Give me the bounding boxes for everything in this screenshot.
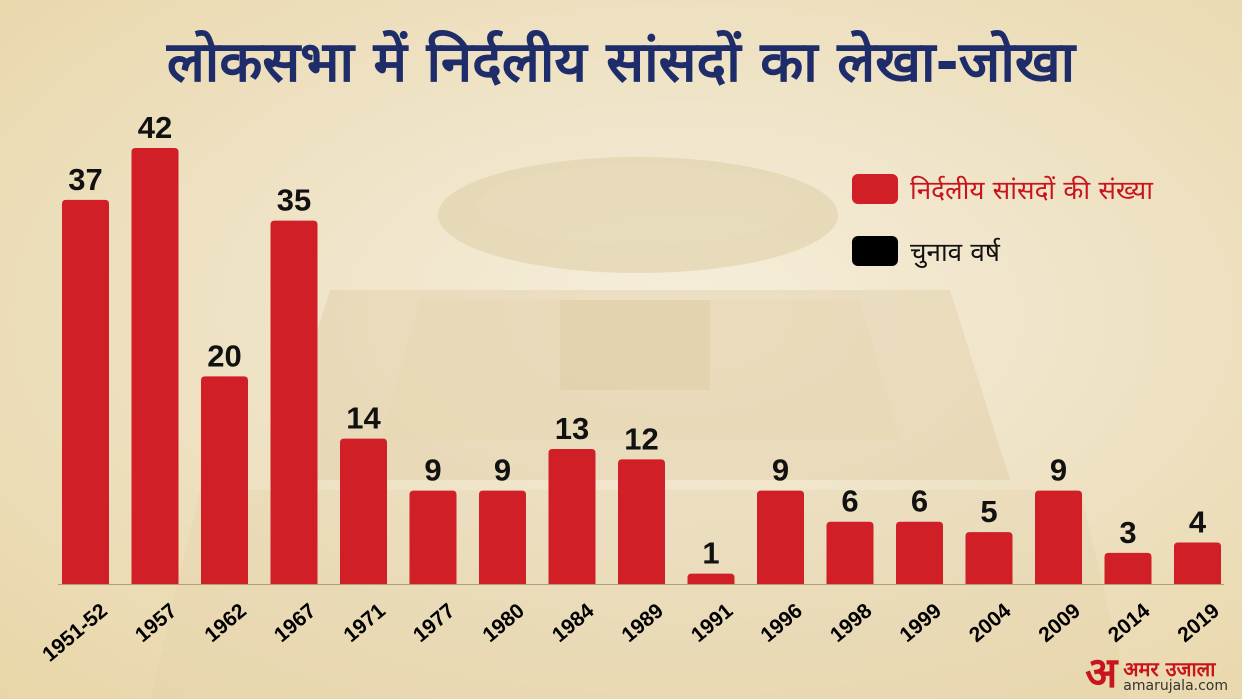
bar-1999 bbox=[896, 521, 943, 584]
bar-1962 bbox=[201, 376, 248, 584]
x-tick-label-1957: 1957 bbox=[131, 599, 182, 647]
legend-item-count: निर्दलीय सांसदों की संख्या bbox=[852, 171, 1153, 207]
x-tick-label-1996: 1996 bbox=[756, 599, 807, 647]
data-label-1999: 6 bbox=[911, 484, 928, 519]
bar-2014 bbox=[1104, 552, 1152, 584]
x-tick-label-1998: 1998 bbox=[826, 599, 877, 647]
x-tick-label-1971: 1971 bbox=[339, 599, 390, 647]
data-label-1989: 12 bbox=[624, 421, 658, 456]
data-label-1962: 20 bbox=[207, 338, 241, 373]
x-tick-label-1962: 1962 bbox=[200, 599, 251, 647]
data-label-1996: 9 bbox=[772, 453, 789, 488]
bar-1957 bbox=[131, 148, 179, 584]
bar-1996 bbox=[757, 490, 804, 584]
x-tick-label-2009: 2009 bbox=[1034, 599, 1085, 647]
data-label-1957: 42 bbox=[138, 110, 172, 145]
x-tick-label-1977: 1977 bbox=[409, 599, 460, 647]
data-label-2014: 3 bbox=[1119, 515, 1136, 550]
x-tick-label-2014: 2014 bbox=[1104, 599, 1155, 647]
bar-1971 bbox=[340, 438, 387, 584]
brand-mark-icon: अ bbox=[1085, 648, 1118, 697]
x-tick-label-1999: 1999 bbox=[895, 599, 946, 647]
bar-1967 bbox=[270, 220, 318, 584]
data-label-1971: 14 bbox=[346, 401, 381, 436]
legend-swatch-red bbox=[852, 174, 898, 204]
brand-name: अमर उजाला bbox=[1123, 657, 1216, 681]
data-label-1984: 13 bbox=[555, 411, 589, 446]
data-label-1977: 9 bbox=[424, 453, 441, 488]
data-label-2009: 9 bbox=[1050, 453, 1067, 488]
x-tick-label-1951-52: 1951-52 bbox=[38, 599, 112, 666]
x-tick-label-2004: 2004 bbox=[965, 599, 1016, 647]
data-label-2004: 5 bbox=[980, 494, 997, 529]
bar-2004 bbox=[965, 532, 1013, 584]
data-label-1998: 6 bbox=[841, 484, 858, 519]
bar-1980 bbox=[479, 490, 526, 584]
chart-title: लोकसभा में निर्दलीय सांसदों का लेखा-जोखा bbox=[166, 30, 1076, 95]
brand-url: amarujala.com bbox=[1123, 678, 1228, 694]
brand-logo: अ अमर उजाला amarujala.com bbox=[1085, 648, 1228, 697]
x-tick-label-2019: 2019 bbox=[1173, 599, 1224, 647]
x-tick-label-1989: 1989 bbox=[617, 599, 668, 647]
bar-1991 bbox=[687, 573, 735, 584]
data-label-1951-52: 37 bbox=[68, 162, 102, 197]
bar-1989 bbox=[618, 459, 665, 584]
x-tick-label-1980: 1980 bbox=[478, 599, 529, 647]
x-tick-label-1991: 1991 bbox=[687, 599, 738, 647]
legend-label-year: चुनाव वर्ष bbox=[910, 238, 1000, 268]
bar-2009 bbox=[1035, 490, 1082, 584]
data-label-2019: 4 bbox=[1189, 504, 1207, 539]
x-tick-label-1984: 1984 bbox=[548, 599, 599, 647]
bar-1984 bbox=[548, 449, 596, 584]
x-tick-label-1967: 1967 bbox=[270, 599, 321, 647]
bar-1977 bbox=[409, 490, 457, 584]
legend-label-count: निर्दलीय सांसदों की संख्या bbox=[910, 176, 1153, 206]
data-label-1991: 1 bbox=[702, 536, 719, 571]
bar-1951-52 bbox=[62, 199, 109, 584]
legend-item-year: चुनाव वर्ष bbox=[852, 233, 1000, 269]
legend-swatch-black bbox=[852, 236, 898, 266]
bar-2019 bbox=[1174, 542, 1221, 584]
data-label-1980: 9 bbox=[494, 453, 511, 488]
data-label-1967: 35 bbox=[277, 183, 311, 218]
bar-1998 bbox=[826, 521, 874, 584]
